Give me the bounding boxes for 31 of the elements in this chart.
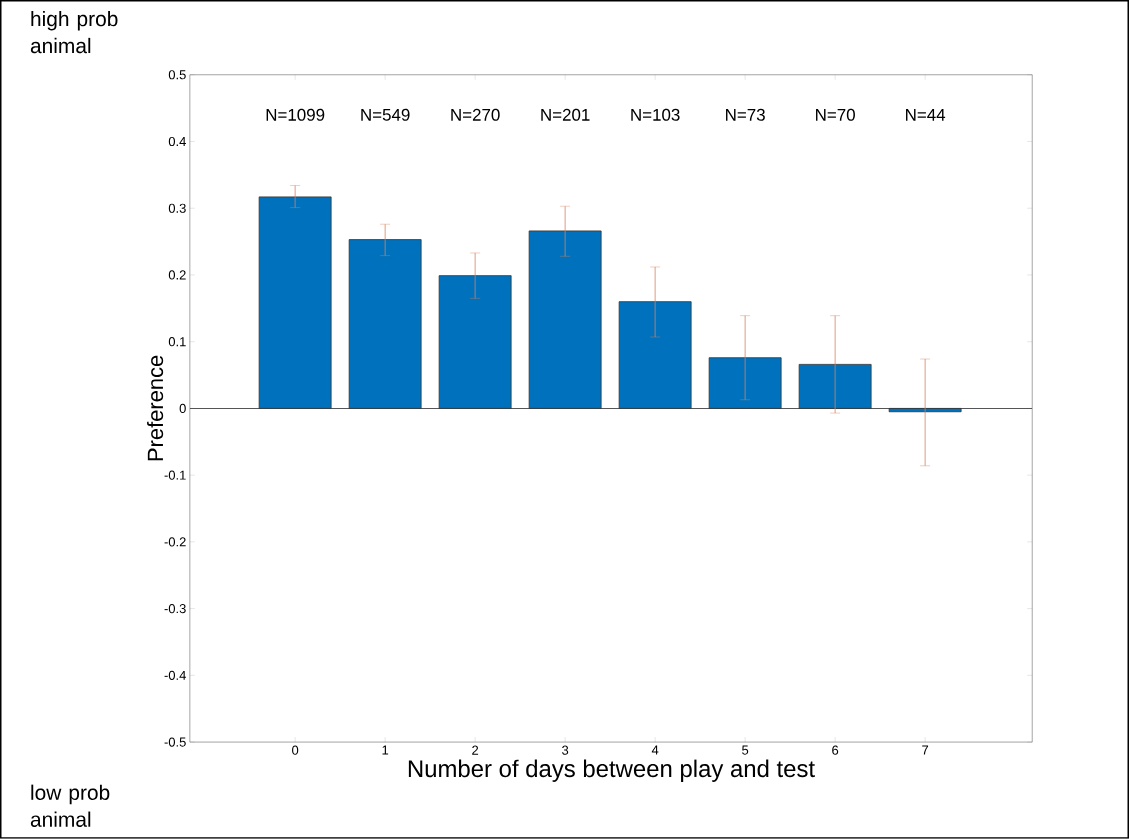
annotation: N=201: [541, 108, 590, 121]
annotation: N=549: [361, 108, 410, 121]
text: high prob animal: [30, 11, 118, 54]
annotation: N=73: [726, 108, 765, 121]
annotation: N=44: [906, 109, 946, 121]
y-axis-title: Preference: [147, 355, 164, 461]
y-tick-label: -0.4: [164, 670, 186, 680]
x-tick-label: 6: [832, 745, 839, 755]
x-tick-label: 7: [922, 745, 929, 755]
x-tick-label: 4: [651, 745, 659, 755]
x-tick-label: 3: [562, 745, 569, 755]
y-tick-label: 0.2: [168, 270, 186, 280]
annotation: N=270: [451, 108, 500, 121]
annotation: N=1099: [266, 108, 325, 121]
y-tick-label: 0.5: [168, 70, 186, 80]
y-tick-label: 0.3: [168, 203, 186, 213]
y-tick-label: -0.5: [164, 737, 186, 747]
y-tick-label: -0.3: [164, 604, 186, 614]
annotation: N=103: [631, 108, 680, 121]
y-tick-label: 0: [179, 403, 186, 414]
x-tick-label: 5: [742, 745, 749, 755]
y-tick-label: 0.4: [168, 136, 186, 147]
y-tick-label: -0.1: [164, 470, 186, 480]
x-tick-label: 1: [382, 745, 389, 755]
y-tick-label: 0.1: [168, 337, 186, 347]
y-tick-label: -0.2: [164, 537, 186, 547]
annotation: N=70: [816, 108, 855, 121]
x-tick-label: 0: [292, 745, 299, 755]
text: low prob animal: [30, 784, 110, 827]
x-axis-title: Number of days between play and test: [408, 759, 815, 782]
x-tick-label: 2: [472, 745, 479, 755]
